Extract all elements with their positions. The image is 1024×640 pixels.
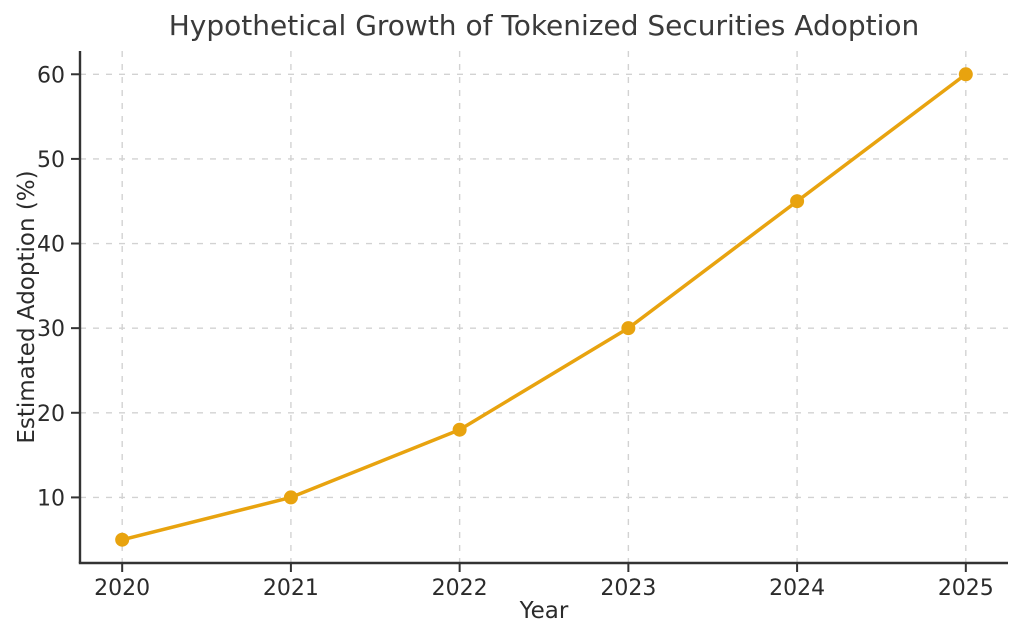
x-axis-label: Year: [519, 598, 569, 624]
x-tick-label: 2021: [263, 576, 319, 601]
y-tick-label: 20: [37, 402, 65, 427]
x-tick-label: 2023: [600, 576, 656, 601]
x-tick-label: 2025: [938, 576, 994, 601]
data-point-marker: [452, 422, 467, 437]
x-tick-label: 2024: [769, 576, 825, 601]
data-point-marker: [283, 490, 298, 505]
y-tick-label: 30: [37, 317, 65, 342]
data-point-marker: [790, 194, 805, 209]
y-tick-label: 50: [37, 148, 65, 173]
y-tick-label: 10: [37, 486, 65, 511]
x-tick-label: 2022: [432, 576, 488, 601]
y-axis-label-text: Estimated Adoption (%): [14, 170, 40, 444]
y-tick-label: 60: [37, 63, 65, 88]
data-point-marker: [958, 67, 973, 82]
series-line: [120, 72, 968, 542]
data-point-marker: [621, 321, 636, 336]
x-tick-label: 2020: [94, 576, 150, 601]
y-tick-label: 40: [37, 233, 65, 258]
data-point-marker: [115, 532, 130, 547]
chart-title: Hypothetical Growth of Tokenized Securit…: [168, 9, 920, 42]
